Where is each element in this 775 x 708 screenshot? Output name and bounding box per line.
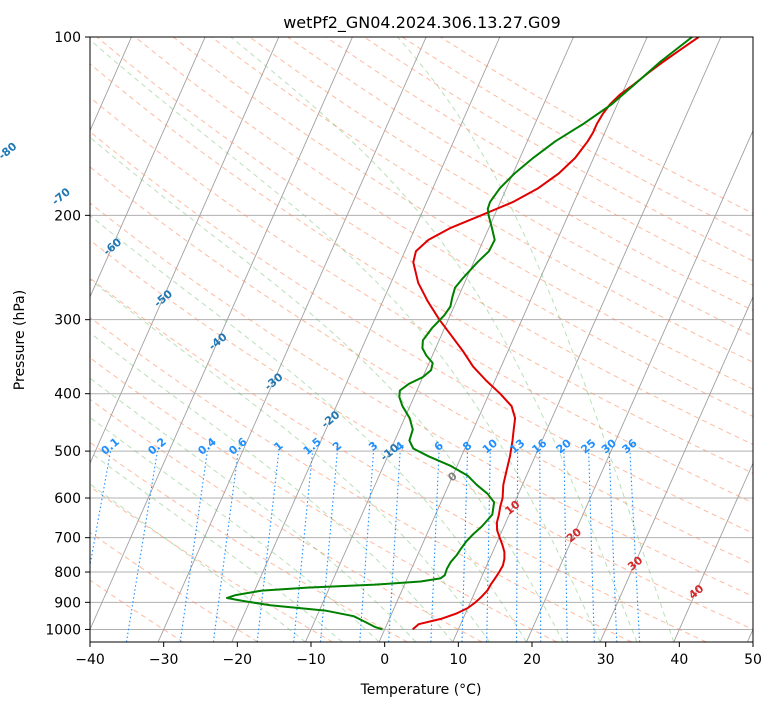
isotherm-line (452, 37, 722, 642)
dry-adiabat (90, 277, 707, 642)
isotherm-line (90, 37, 206, 299)
x-tick-label: −20 (223, 652, 253, 668)
moist-adiabat (90, 39, 601, 642)
dry-adiabat (90, 579, 184, 642)
isotherm-line (599, 295, 753, 642)
dry-adiabat (172, 37, 753, 390)
mixing-ratio-line (90, 451, 112, 569)
dry-adiabat (90, 131, 753, 534)
dry-adiabat (90, 96, 753, 504)
isotherm-line (673, 462, 753, 642)
dry-adiabat (90, 166, 753, 565)
dry-adiabat (325, 37, 753, 286)
y-axis-label: Pressure (hPa) (12, 290, 28, 390)
moist-adiabat (90, 451, 343, 642)
isotherm-line (231, 37, 501, 642)
dewpoint-profile (226, 37, 693, 631)
x-tick-label: −10 (296, 652, 326, 668)
dry-adiabat (90, 441, 408, 642)
mixing-ratio-line (125, 451, 158, 642)
y-tick-label: 800 (54, 565, 81, 581)
isotherm-line (526, 129, 753, 642)
dry-adiabat (90, 357, 558, 642)
x-tick-label: −30 (149, 652, 179, 668)
plot-frame (89, 36, 754, 643)
isotherm-line (90, 37, 280, 465)
mixing-ratio-line (179, 451, 208, 642)
moist-adiabat (90, 483, 306, 642)
moist-adiabat (397, 37, 675, 642)
dry-adiabat (96, 37, 753, 446)
mixing-ratio-line (256, 451, 280, 642)
y-tick-label: 400 (54, 387, 81, 403)
isotherm-line (305, 37, 574, 642)
moist-adiabat (90, 136, 564, 642)
temperature-profile (412, 37, 700, 631)
x-tick-label: 40 (670, 652, 688, 668)
x-tick-label: 50 (744, 652, 762, 668)
moist-adiabat (90, 214, 527, 642)
background-lines (90, 37, 753, 642)
y-tick-label: 100 (54, 30, 81, 46)
y-tick-label: 600 (54, 491, 81, 507)
moist-adiabat (90, 377, 417, 642)
isotherm-line (378, 37, 648, 642)
x-tick-label: 30 (597, 652, 615, 668)
dry-adiabat (90, 239, 753, 630)
y-tick-label: 500 (54, 444, 81, 460)
x-tick-label: 0 (380, 652, 389, 668)
x-tick-label: 20 (523, 652, 541, 668)
dry-adiabat (90, 316, 632, 642)
dry-adiabat (90, 398, 483, 642)
x-tick-label: −40 (75, 652, 105, 668)
x-axis-label: Temperature (°C) (360, 682, 482, 698)
mixing-ratio-line (212, 451, 239, 642)
moist-adiabat (230, 37, 638, 642)
isotherm-line (90, 37, 353, 631)
chart-title: wetPf2_GN04.2024.306.13.27.G09 (283, 13, 561, 33)
y-tick-label: 1000 (45, 622, 81, 638)
x-axis: −40 −30 −20 −10 0 10 20 30 40 50 (75, 642, 762, 668)
moist-adiabat (90, 416, 380, 642)
y-tick-label: 700 (54, 531, 81, 547)
dry-adiabat (90, 485, 333, 642)
y-tick-label: 200 (54, 208, 81, 224)
plot-area (90, 37, 753, 642)
y-tick-label: 900 (54, 595, 81, 611)
x-tick-label: 10 (449, 652, 467, 668)
y-axis: 100 200 300 400 500 600 700 800 900 1000 (45, 30, 90, 638)
isotherm-line (157, 37, 427, 642)
profiles (226, 37, 700, 631)
moist-adiabat (90, 332, 454, 642)
y-tick-label: 300 (54, 313, 81, 329)
dry-adiabat (249, 37, 753, 337)
